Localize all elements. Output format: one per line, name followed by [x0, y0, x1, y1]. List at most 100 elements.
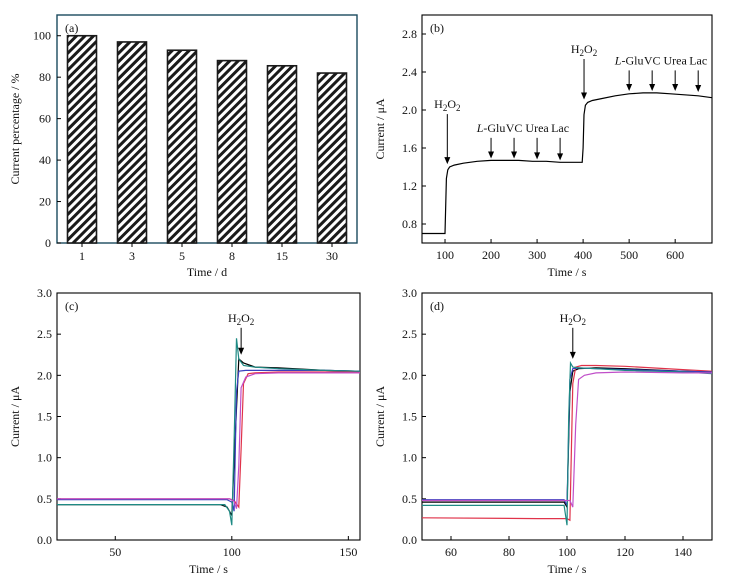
x-tick-label: 8 — [229, 249, 235, 263]
bar-8 — [216, 59, 248, 244]
x-tick-label: 100 — [436, 248, 454, 262]
y-tick-label: 2.5 — [402, 327, 417, 341]
arrowhead — [557, 153, 564, 161]
y-tick-label: 0.0 — [402, 533, 417, 547]
x-tick-label: 200 — [482, 248, 500, 262]
arrowhead — [534, 152, 541, 160]
x-tick-label: 600 — [666, 248, 684, 262]
x-tick-label: 15 — [276, 249, 288, 263]
y-tick-label: 0.5 — [37, 492, 52, 506]
x-tick-label: 120 — [616, 545, 634, 559]
annotation-label: Lac — [689, 53, 707, 67]
arrowhead — [569, 351, 576, 359]
x-axis-label: Time / s — [548, 265, 587, 279]
y-tick-label: 0.8 — [402, 217, 417, 231]
arrowhead — [581, 92, 588, 100]
y-tick-label: 2.0 — [402, 103, 417, 117]
y-tick-label: 40 — [39, 153, 51, 167]
series-line-1 — [422, 92, 712, 235]
panel-d: (d) 0.0 0.5 1.0 1.5 2.0 2.5 3.0 60 80 100 120 140 H2O… — [373, 286, 713, 576]
bar-5 — [166, 49, 198, 244]
annotation-label: H2O2 — [434, 97, 460, 113]
arrowhead — [672, 84, 679, 91]
series-line-5 — [57, 372, 360, 509]
y-tick-label: 0.5 — [402, 492, 417, 506]
x-tick-label: 100 — [223, 545, 241, 559]
arrowhead — [695, 84, 702, 92]
annotation-label: Urea — [525, 121, 549, 135]
x-tick-label: 400 — [574, 248, 592, 262]
y-tick-label: 1.0 — [402, 451, 417, 465]
arrowhead — [238, 347, 245, 355]
panel-c: (c) 0.0 0.5 1.0 1.5 2.0 2.5 3.0 50 100 150 H2O2 Time… — [8, 286, 361, 576]
annotation-label: Lac — [551, 121, 569, 135]
y-tick-label: 3.0 — [37, 286, 52, 300]
y-axis-label: Current / μA — [373, 98, 387, 159]
y-tick-label: 2.0 — [37, 368, 52, 382]
x-axis-label: Time / s — [548, 562, 587, 576]
x-axis-label: Time / d — [187, 265, 227, 279]
series-line-4 — [422, 360, 712, 526]
x-tick-label: 100 — [558, 545, 576, 559]
panel-label: (c) — [65, 299, 78, 313]
series-line-5 — [422, 371, 712, 508]
y-tick-label: 2.0 — [402, 368, 417, 382]
x-tick-label: 60 — [445, 545, 457, 559]
series-line-2 — [57, 371, 360, 509]
x-tick-label: 30 — [326, 249, 338, 263]
panel-b: (b) 0.8 1.2 1.6 2.0 2.4 2.8 100 200 300 400 500 600 H… — [373, 14, 713, 279]
bar-30 — [316, 72, 348, 244]
x-tick-label: 5 — [179, 249, 185, 263]
y-tick-label: 3.0 — [402, 286, 417, 300]
annotation-label: VC — [644, 53, 661, 67]
bar-3 — [116, 41, 148, 244]
bar-1 — [66, 34, 98, 244]
y-tick-label: 100 — [33, 29, 51, 43]
y-axis-label: Current percentage / % — [8, 74, 22, 185]
y-tick-label: 1.0 — [37, 451, 52, 465]
y-tick-label: 2.4 — [402, 65, 417, 79]
bar-15 — [266, 64, 298, 244]
y-tick-label: 80 — [39, 70, 51, 84]
plot-frame — [56, 292, 361, 541]
y-axis-label: Current / μA — [8, 386, 22, 447]
x-tick-label: 150 — [339, 545, 357, 559]
panel-a: (a) 0 20 40 60 80 100 1 3 5 8 15 30 Time / d Current p… — [8, 14, 358, 279]
arrowhead — [626, 84, 633, 91]
arrowhead — [444, 157, 451, 165]
y-tick-label: 20 — [39, 195, 51, 209]
annotation-label: H2O2 — [571, 42, 597, 58]
x-tick-label: 1 — [79, 249, 85, 263]
series-line-1 — [57, 357, 360, 518]
x-tick-label: 80 — [503, 545, 515, 559]
y-tick-label: 1.5 — [37, 410, 52, 424]
y-tick-label: 0 — [45, 236, 51, 250]
y-tick-label: 1.5 — [402, 410, 417, 424]
series-line-3 — [422, 367, 712, 506]
y-tick-label: 0.0 — [37, 533, 52, 547]
y-tick-label: 2.5 — [37, 327, 52, 341]
y-axis-label: Current / μA — [373, 386, 387, 447]
annotation-label: Urea — [664, 53, 688, 67]
plot-frame — [421, 14, 713, 244]
y-tick-label: 1.6 — [402, 141, 417, 155]
x-axis-label: Time / s — [189, 562, 228, 576]
annotation-label: L-Glu — [476, 121, 506, 135]
x-tick-label: 140 — [674, 545, 692, 559]
x-tick-label: 50 — [109, 545, 121, 559]
y-tick-label: 2.8 — [402, 27, 417, 41]
panel-label: (a) — [65, 21, 78, 35]
x-tick-label: 3 — [129, 249, 135, 263]
y-tick-label: 1.2 — [402, 179, 417, 193]
series-line-4 — [57, 338, 360, 526]
panel-label: (b) — [430, 21, 444, 35]
annotation-label: H2O2 — [228, 311, 254, 327]
panel-label: (d) — [430, 299, 444, 313]
annotation-label: H2O2 — [560, 311, 586, 327]
annotation-label: L-Glu — [614, 53, 644, 67]
plot-frame — [56, 14, 358, 244]
annotation-label: VC — [506, 121, 523, 135]
x-tick-label: 300 — [528, 248, 546, 262]
series-line-3 — [57, 369, 360, 512]
